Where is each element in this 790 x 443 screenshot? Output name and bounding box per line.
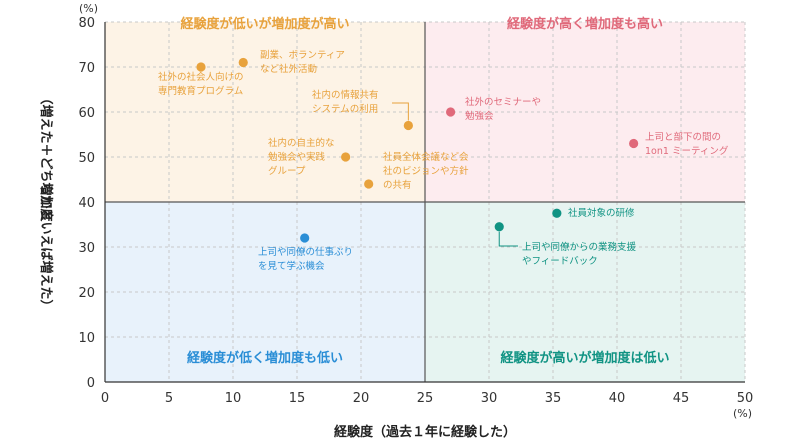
x-tick-label: 25 bbox=[417, 391, 434, 406]
y-axis-title-part: 増加度 bbox=[38, 182, 54, 222]
data-point bbox=[196, 62, 206, 72]
point-label-line: システムの利用 bbox=[312, 103, 378, 115]
point-label-line: の共有 bbox=[383, 179, 412, 191]
y-tick-label: 70 bbox=[78, 61, 95, 76]
point-label: 上司と部下の間の 1on1 ミーティング bbox=[645, 131, 729, 157]
point-label-line: グループ bbox=[268, 165, 306, 177]
x-tick-label: 15 bbox=[289, 391, 306, 406]
x-axis-unit: (%) bbox=[733, 407, 752, 420]
x-tick-label: 10 bbox=[225, 391, 242, 406]
point-label-line: 副業、ボランティア bbox=[260, 49, 345, 61]
x-tick-label: 30 bbox=[481, 391, 498, 406]
callout-line bbox=[498, 231, 518, 247]
y-tick-label: 20 bbox=[78, 286, 95, 301]
x-tick-label: 50 bbox=[737, 391, 754, 406]
quadrant-title-br: 経験度が高いが増加度は低い bbox=[500, 350, 669, 366]
point-label-line: を見て学ぶ機会 bbox=[258, 260, 325, 272]
point-label-line: など社外活動 bbox=[260, 63, 317, 75]
quadrant-title-tl: 経験度が低いが増加度が高い bbox=[180, 16, 349, 32]
data-point bbox=[552, 208, 562, 218]
point-labels: 社外の社会人向けの専門教育プログラム副業、ボランティアなど社外活動社内の情報共有… bbox=[158, 49, 729, 272]
data-point bbox=[364, 179, 374, 189]
point-label-line: 社のビジョンや方針 bbox=[383, 165, 469, 177]
callout-lines bbox=[392, 102, 518, 247]
point-label: 上司や同僚からの業務支援やフィードバック bbox=[522, 241, 637, 267]
point-label: 社員対象の研修 bbox=[568, 207, 635, 219]
x-tick-label: 40 bbox=[609, 391, 626, 406]
point-label: 上司や同僚の仕事ぶりを見て学ぶ機会 bbox=[258, 246, 353, 272]
x-tick-label: 35 bbox=[545, 391, 562, 406]
data-point bbox=[238, 57, 248, 68]
y-axis-title-part: （増えた＋どちらかといえば増えた） bbox=[38, 91, 54, 312]
y-tick-label: 30 bbox=[78, 241, 95, 256]
axes: 0 5 10 15 20 25 30 35 40 45 50 0 10 20 30 40 50 60 70 80 bbox=[78, 16, 753, 406]
x-tick-label: 5 bbox=[165, 391, 173, 406]
quadrant-title-tr: 経験度が高く増加度も高い bbox=[507, 16, 663, 32]
point-label-line: やフィードバック bbox=[522, 256, 598, 267]
y-tick-label: 80 bbox=[78, 16, 95, 31]
point-label: 社外の社会人向けの専門教育プログラム bbox=[158, 71, 244, 97]
point-label: 社外のセミナーや勉強会 bbox=[465, 96, 541, 122]
point-label-line: 上司と部下の間の bbox=[645, 131, 721, 143]
data-point bbox=[494, 222, 504, 232]
data-point bbox=[341, 152, 351, 162]
point-label-line: 上司や同僚の仕事ぶり bbox=[258, 246, 353, 258]
data-point bbox=[629, 138, 639, 149]
y-tick-label: 10 bbox=[78, 331, 95, 346]
y-tick-label: 0 bbox=[87, 376, 95, 391]
y-axis-unit: (%) bbox=[79, 2, 98, 15]
point-label: 社員全体会議など会社のビジョンや方針の共有 bbox=[383, 151, 469, 191]
callout-line bbox=[392, 102, 409, 121]
quadrant-dividers bbox=[105, 22, 745, 382]
point-label: 副業、ボランティアなど社外活動 bbox=[260, 49, 345, 75]
point-label-line: 専門教育プログラム bbox=[158, 85, 243, 97]
point-label-line: 社外の社会人向けの bbox=[158, 71, 244, 83]
data-points bbox=[196, 57, 639, 243]
point-label-line: 社内の自主的な bbox=[268, 137, 335, 149]
y-tick-label: 60 bbox=[78, 106, 95, 121]
point-label: 社内の情報共有システムの利用 bbox=[312, 89, 379, 115]
y-tick-label: 50 bbox=[78, 151, 95, 166]
x-tick-label: 45 bbox=[673, 391, 690, 406]
data-point bbox=[403, 120, 413, 131]
quadrant-title-bl: 経験度が低く増加度も低い bbox=[187, 350, 343, 366]
point-label-line: 社内の情報共有 bbox=[312, 89, 379, 101]
point-label-line: 勉強会 bbox=[465, 110, 494, 122]
point-label-line: 社員対象の研修 bbox=[568, 207, 635, 219]
x-axis-title: 経験度（過去１年に経験した） bbox=[334, 424, 516, 440]
data-point bbox=[446, 107, 456, 117]
point-label: 社内の自主的な勉強会や実践グループ bbox=[268, 137, 335, 177]
x-tick-label: 0 bbox=[101, 391, 109, 406]
y-tick-label: 40 bbox=[78, 196, 95, 211]
point-label-line: 1on1 ミーティング bbox=[645, 145, 729, 157]
y-axis-title: 増加度（増えた＋どちらかといえば増えた） bbox=[38, 91, 54, 312]
x-tick-label: 20 bbox=[353, 391, 370, 406]
point-label-line: 社員全体会議など会 bbox=[383, 151, 469, 163]
point-label-line: 勉強会や実践 bbox=[268, 151, 326, 163]
data-point bbox=[300, 233, 310, 243]
y-axis-title-text: 増加度（増えた＋どちらかといえば増えた） bbox=[38, 91, 54, 312]
point-label-line: 上司や同僚からの業務支援 bbox=[522, 241, 637, 253]
point-label-line: 社外のセミナーや bbox=[465, 96, 541, 108]
